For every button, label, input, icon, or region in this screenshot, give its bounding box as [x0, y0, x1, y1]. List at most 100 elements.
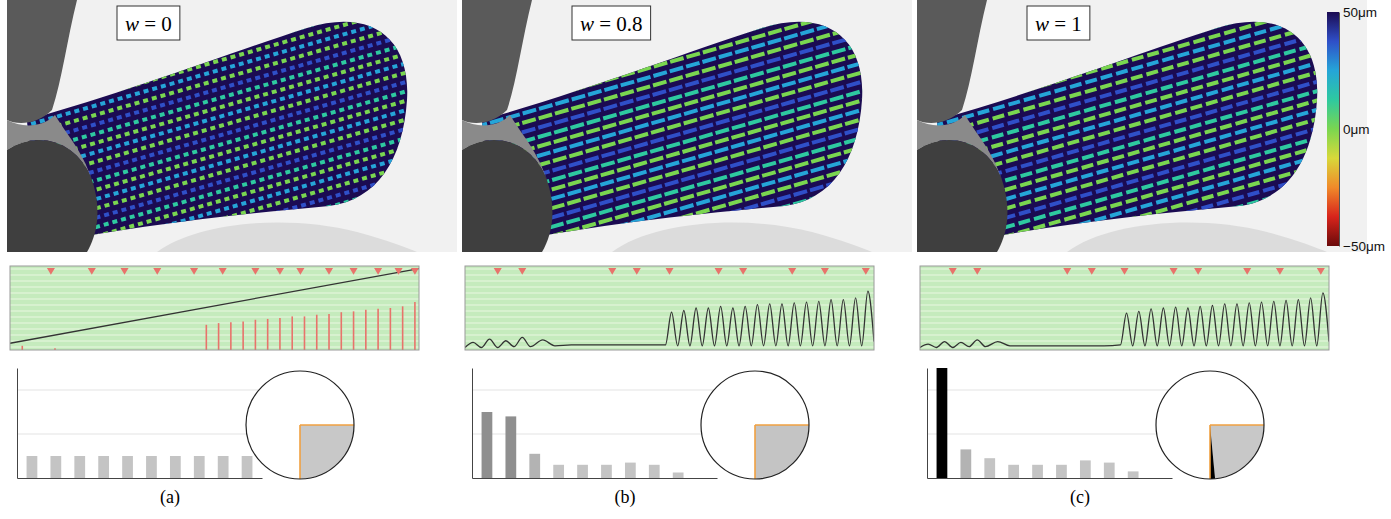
- pie-slice: [246, 371, 354, 479]
- y-axis: [472, 369, 474, 479]
- sector-edge: [755, 424, 809, 426]
- texture-stripe: [917, 115, 1367, 252]
- title-part: = 1: [1049, 12, 1082, 36]
- grid-line: [17, 390, 262, 391]
- background-stripe: [10, 328, 419, 330]
- spike: [390, 308, 392, 350]
- event-marker: [715, 268, 723, 275]
- event-marker: [350, 268, 358, 275]
- panel-caption: (c): [1070, 487, 1090, 508]
- spike: [316, 315, 318, 350]
- event-marker: [1194, 268, 1202, 275]
- tick-label: 0μm: [1343, 122, 1370, 137]
- title-box: [1027, 6, 1090, 40]
- texture-stripe: [917, 46, 1367, 252]
- texture-stripe: [7, 63, 457, 252]
- event-marker: [120, 268, 128, 275]
- spike: [304, 316, 306, 350]
- bar: [122, 456, 133, 478]
- event-marker: [276, 268, 284, 275]
- event-marker: [190, 268, 198, 275]
- title-part: w: [580, 12, 594, 36]
- event-marker: [665, 268, 673, 275]
- event-marker: [821, 268, 829, 275]
- grid-line: [472, 390, 717, 391]
- background-stripe: [920, 286, 1329, 288]
- event-marker: [251, 268, 259, 275]
- panel-caption: (b): [615, 487, 636, 508]
- axis-line: [473, 478, 718, 479]
- bar: [960, 449, 971, 478]
- event-marker: [1088, 268, 1096, 275]
- title-part: w: [1035, 12, 1049, 36]
- texture-stripe: [462, 0, 912, 105]
- pie-slice: [1210, 425, 1264, 479]
- texture-stripe: [7, 97, 457, 252]
- event-marker: [973, 268, 981, 275]
- pie-slice: [300, 425, 354, 479]
- y-axis: [927, 369, 929, 479]
- background-stripe: [920, 298, 1329, 300]
- panel: w = 1 (c): [723, 0, 1391, 508]
- event-marker: [219, 268, 227, 275]
- texture-stripe: [7, 89, 457, 252]
- background-stripe: [465, 328, 874, 330]
- tick: −50μm: [1339, 239, 1385, 254]
- y-axis: [17, 369, 19, 479]
- bar: [697, 478, 708, 479]
- title-box: [117, 6, 180, 40]
- pie-slice: [755, 425, 809, 479]
- blade-render: [462, 0, 912, 252]
- texture-stripe: [917, 89, 1367, 252]
- spike: [218, 323, 220, 350]
- spike: [267, 319, 269, 350]
- background-stripe: [10, 346, 419, 348]
- texture-stripe: [7, 115, 457, 252]
- bar: [74, 456, 85, 478]
- texture-stripe: [7, 0, 457, 71]
- sector-edge: [754, 425, 756, 479]
- g-part: [7, 0, 457, 252]
- event-marker: [1120, 268, 1128, 275]
- axis-line: [928, 478, 1173, 479]
- pie-outline: [701, 371, 809, 479]
- event-marker: [411, 268, 419, 275]
- bar: [1104, 463, 1115, 478]
- event-marker: [494, 268, 502, 275]
- bar: [984, 458, 995, 478]
- spike: [279, 318, 281, 350]
- bar: [625, 463, 636, 478]
- background-stripe: [465, 304, 874, 306]
- axis-line: [927, 369, 928, 479]
- event-marker: [949, 268, 957, 275]
- event-marker: [739, 268, 747, 275]
- texture-stripe: [7, 123, 457, 252]
- spike: [353, 311, 355, 350]
- bar: [937, 368, 948, 478]
- panel-title: w = 1: [1035, 12, 1082, 36]
- texture-stripe: [917, 97, 1367, 252]
- hub: [462, 140, 552, 252]
- plot-background: [465, 266, 874, 350]
- colorbar-axis: −50μm 0μm 50μm: [1339, 5, 1385, 254]
- bar: [1128, 471, 1139, 478]
- texture-stripe: [7, 80, 457, 252]
- direction-pie: [246, 371, 354, 479]
- grid-line: [927, 390, 1172, 391]
- event-marker: [1063, 268, 1071, 275]
- texture-stripe: [917, 0, 1367, 105]
- tick: 50μm: [1339, 5, 1377, 20]
- bars: [937, 368, 1139, 478]
- background-stripe: [10, 286, 419, 288]
- texture-stripe: [917, 141, 1367, 252]
- pie-outline: [246, 371, 354, 479]
- panel-title-box: w = 0.8: [572, 6, 651, 40]
- plot-marks: [465, 268, 874, 348]
- blade-render: [7, 0, 457, 252]
- background-stripe: [920, 334, 1329, 336]
- lower-blade: [157, 222, 417, 252]
- title-part: w: [125, 12, 139, 36]
- figure: w = 0(a)w = 0.8(b)w = 1(c)−50μm0μm50μm: [0, 0, 1391, 519]
- background-stripe: [10, 340, 419, 342]
- texture-stripe: [917, 123, 1367, 252]
